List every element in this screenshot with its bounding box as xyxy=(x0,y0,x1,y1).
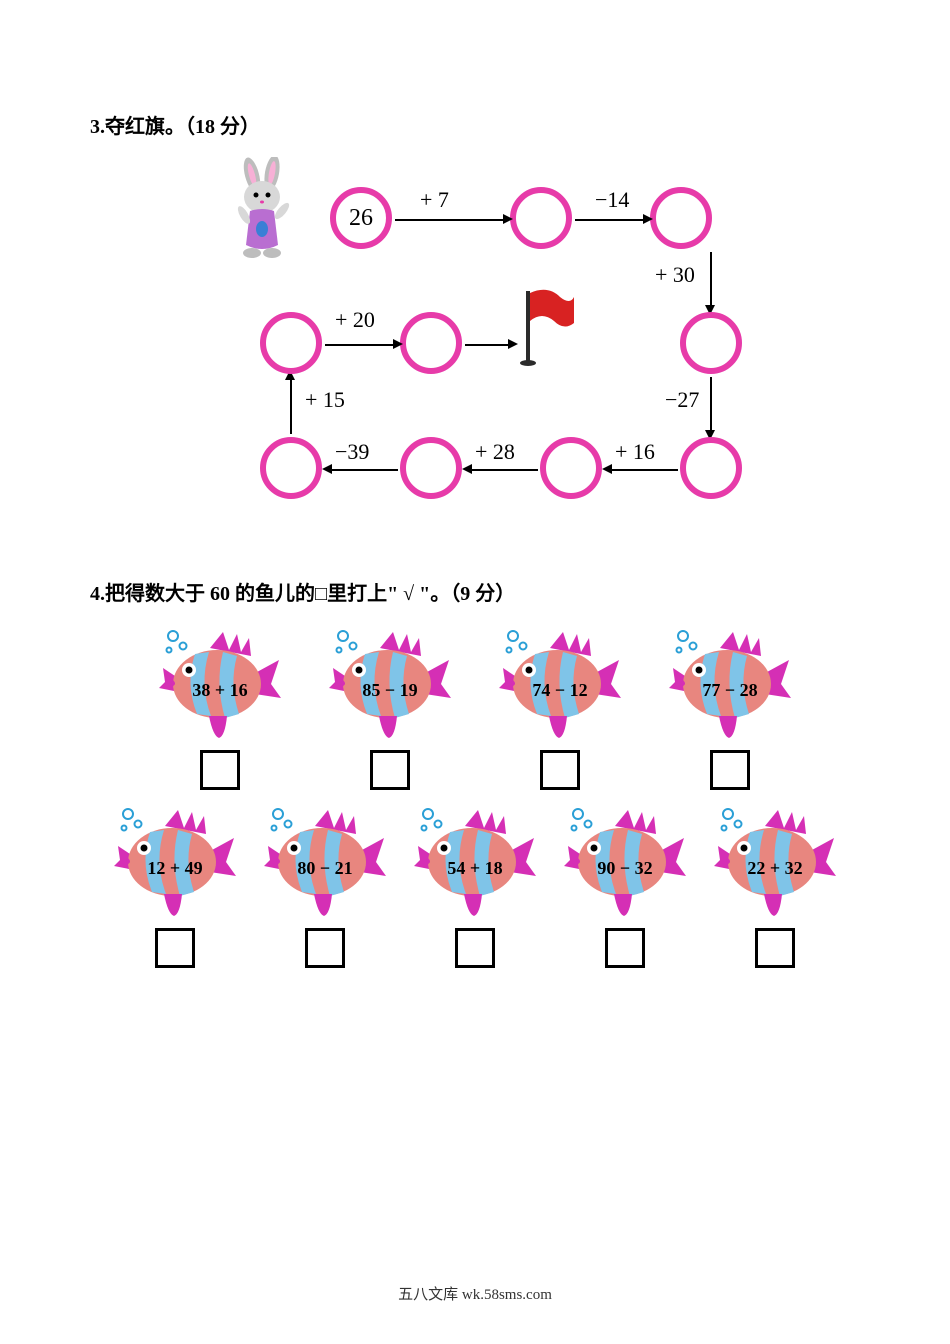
answer-checkbox[interactable] xyxy=(155,928,195,968)
fish-item: 74 − 12 xyxy=(495,624,625,790)
fish-expression: 54 + 18 xyxy=(410,858,540,879)
arrow-2 xyxy=(575,219,645,221)
fish-expression: 80 − 21 xyxy=(260,858,390,879)
op-plus-15: + 15 xyxy=(305,387,345,413)
fish-item: 77 − 28 xyxy=(665,624,795,790)
arrow-9 xyxy=(325,344,395,346)
arrow-to-flag xyxy=(465,344,510,346)
arrow-5 xyxy=(610,469,678,471)
op-minus-39: −39 xyxy=(335,439,369,465)
start-value: 26 xyxy=(349,205,373,232)
op-plus-16: + 16 xyxy=(615,439,655,465)
circle-start: 26 xyxy=(330,187,392,249)
fish-item: 12 + 49 xyxy=(110,802,240,968)
fish-item: 38 + 16 xyxy=(155,624,285,790)
op-minus-14: −14 xyxy=(595,187,629,213)
arrow-1 xyxy=(395,219,505,221)
circle-blank-9[interactable] xyxy=(400,312,462,374)
fish-icon: 80 − 21 xyxy=(260,802,390,922)
fish-icon: 74 − 12 xyxy=(495,624,625,744)
op-plus-30: + 30 xyxy=(655,262,695,288)
fish-icon: 12 + 49 xyxy=(110,802,240,922)
arrow-4 xyxy=(710,377,712,432)
fish-icon: 38 + 16 xyxy=(155,624,285,744)
fish-icon: 77 − 28 xyxy=(665,624,795,744)
fish-item: 22 + 32 xyxy=(710,802,840,968)
red-flag-icon xyxy=(520,287,580,372)
arrow-3 xyxy=(710,252,712,307)
fish-icon: 54 + 18 xyxy=(410,802,540,922)
fish-expression: 77 − 28 xyxy=(665,680,795,701)
fish-row-2: 12 + 49 xyxy=(90,802,860,968)
answer-checkbox[interactable] xyxy=(710,750,750,790)
question-3: 3.夺红旗。（18 分） xyxy=(90,110,860,517)
fish-expression: 12 + 49 xyxy=(110,858,240,879)
fish-expression: 85 − 19 xyxy=(325,680,455,701)
q3-title: 3.夺红旗。（18 分） xyxy=(90,110,860,139)
flag-chain-diagram: 26 + 7 −14 + 30 −27 + 1 xyxy=(210,157,770,517)
circle-blank-3[interactable] xyxy=(680,312,742,374)
answer-checkbox[interactable] xyxy=(455,928,495,968)
fish-item: 54 + 18 xyxy=(410,802,540,968)
op-plus-20: + 20 xyxy=(335,307,375,333)
fish-icon: 90 − 32 xyxy=(560,802,690,922)
answer-checkbox[interactable] xyxy=(605,928,645,968)
answer-checkbox[interactable] xyxy=(305,928,345,968)
fish-item: 90 − 32 xyxy=(560,802,690,968)
op-plus-28: + 28 xyxy=(475,439,515,465)
answer-checkbox[interactable] xyxy=(370,750,410,790)
fish-expression: 74 − 12 xyxy=(495,680,625,701)
op-minus-27: −27 xyxy=(665,387,699,413)
answer-checkbox[interactable] xyxy=(200,750,240,790)
circle-blank-6[interactable] xyxy=(400,437,462,499)
q4-title: 4.把得数大于 60 的鱼儿的□里打上" √ "。（9 分） xyxy=(90,577,860,606)
fish-expression: 90 − 32 xyxy=(560,858,690,879)
fish-row-1: 38 + 16 xyxy=(90,624,860,790)
circle-blank-5[interactable] xyxy=(540,437,602,499)
fish-item: 80 − 21 xyxy=(260,802,390,968)
arrow-6 xyxy=(470,469,538,471)
question-4: 4.把得数大于 60 的鱼儿的□里打上" √ "。（9 分） xyxy=(90,577,860,968)
fish-icon: 22 + 32 xyxy=(710,802,840,922)
op-plus-7: + 7 xyxy=(420,187,449,213)
fish-expression: 22 + 32 xyxy=(710,858,840,879)
circle-blank-2[interactable] xyxy=(650,187,712,249)
arrow-7 xyxy=(330,469,398,471)
circle-blank-8[interactable] xyxy=(260,312,322,374)
answer-checkbox[interactable] xyxy=(755,928,795,968)
arrow-8 xyxy=(290,378,292,434)
fish-item: 85 − 19 xyxy=(325,624,455,790)
circle-blank-1[interactable] xyxy=(510,187,572,249)
page-footer: 五八文库 wk.58sms.com xyxy=(0,1283,950,1304)
circle-blank-7[interactable] xyxy=(260,437,322,499)
circle-blank-4[interactable] xyxy=(680,437,742,499)
fish-expression: 38 + 16 xyxy=(155,680,285,701)
rabbit-icon xyxy=(220,157,310,272)
fish-icon: 85 − 19 xyxy=(325,624,455,744)
answer-checkbox[interactable] xyxy=(540,750,580,790)
